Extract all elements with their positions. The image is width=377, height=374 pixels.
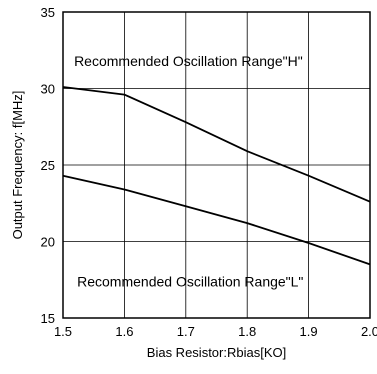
series-lines [62, 86, 371, 266]
annotation-label: Recommended Oscillation Range"H" [74, 53, 303, 69]
series-line-0 [62, 86, 371, 203]
y-tick-label: 30 [41, 82, 55, 97]
y-tick-label: 15 [41, 311, 55, 326]
x-tick-label: 1.8 [238, 324, 256, 339]
y-tick-label: 25 [41, 158, 55, 173]
y-tick-label: 35 [41, 5, 55, 20]
y-tick-label: 20 [41, 235, 55, 250]
y-axis-title: Output Frequency: f[MHz] [10, 91, 25, 240]
x-tick-label: 1.6 [115, 324, 133, 339]
series-line-1 [62, 174, 371, 266]
x-tick-label: 1.7 [177, 324, 195, 339]
annotation-label: Recommended Oscillation Range"L" [77, 273, 303, 289]
x-axis-title: Bias Resistor:Rbias[KO] [147, 345, 286, 360]
x-axis-ticks: 1.5 1.6 1.7 1.8 1.9 2.0 [54, 324, 377, 339]
x-tick-label: 1.5 [54, 324, 72, 339]
annotations: Recommended Oscillation Range"H" Recommen… [74, 53, 303, 289]
x-tick-label: 1.9 [300, 324, 318, 339]
plot-area-frame [62, 11, 371, 319]
y-axis-ticks: 15 20 25 30 35 [41, 5, 55, 326]
x-tick-label: 2.0 [361, 324, 377, 339]
